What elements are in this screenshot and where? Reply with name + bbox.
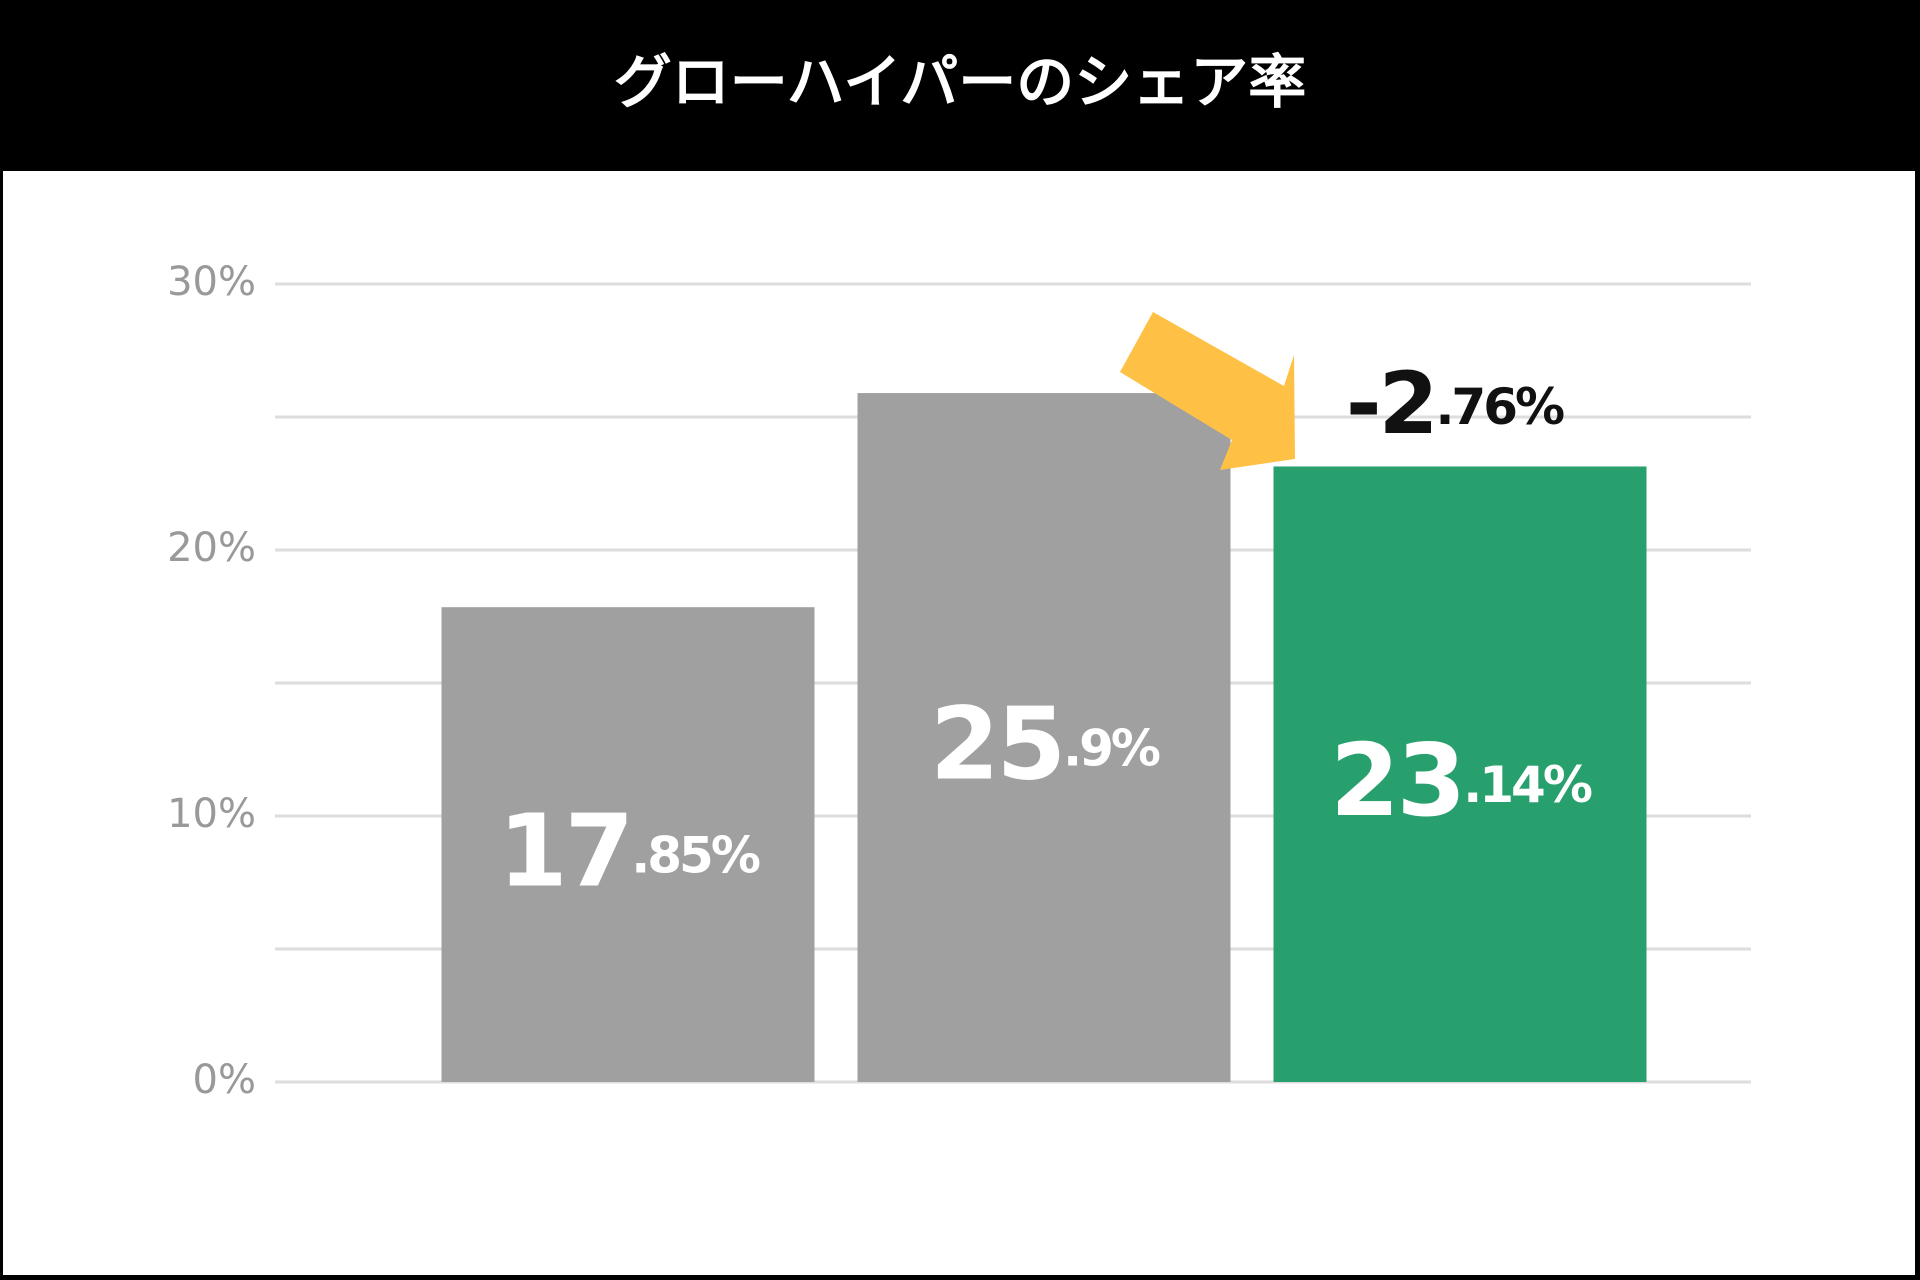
y-tick-label: 30%	[167, 259, 256, 305]
annotation: -2.76%	[1346, 354, 1564, 454]
value-label: 23.14%	[1330, 723, 1592, 840]
chart-title: グローハイパーのシェア率	[614, 48, 1307, 116]
arrow	[1120, 312, 1295, 470]
y-tick-label: 20%	[167, 525, 256, 571]
value-label: 17.85%	[498, 793, 760, 910]
y-tick-label: 10%	[167, 791, 256, 837]
bar	[857, 393, 1231, 1082]
value-label: 25.9%	[930, 686, 1160, 803]
bar	[1273, 466, 1647, 1082]
y-tick-label: 0%	[193, 1057, 256, 1103]
bar	[441, 607, 815, 1082]
